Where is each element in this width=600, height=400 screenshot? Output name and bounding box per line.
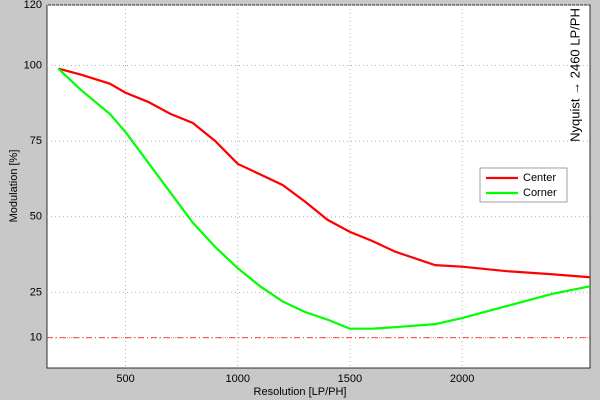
series-line — [57, 67, 591, 279]
y-tick-label: 100 — [24, 59, 42, 71]
legend-label: Center — [523, 172, 556, 184]
legend-box — [479, 167, 568, 203]
x-tick-label: 2000 — [450, 373, 474, 385]
legend: Center Corner — [479, 167, 568, 203]
x-tick-label: 500 — [116, 373, 134, 385]
y-tick-label: 120 — [24, 0, 42, 11]
annotation: Nyquist → 2460 LP/PH — [567, 8, 582, 142]
x-tick-label: 1000 — [225, 373, 249, 385]
x-tick-label: 1500 — [338, 373, 362, 385]
y-tick-label: 10 — [30, 332, 42, 344]
y-axis-label: Modulation [%] — [8, 150, 20, 223]
legend-label: Corner — [523, 187, 557, 199]
series-line — [57, 67, 591, 330]
y-tick-label: 75 — [30, 135, 42, 147]
x-axis-label: Resolution [LP/PH] — [254, 386, 347, 398]
y-tick-label: 50 — [30, 211, 42, 223]
y-tick-label: 25 — [30, 286, 42, 298]
